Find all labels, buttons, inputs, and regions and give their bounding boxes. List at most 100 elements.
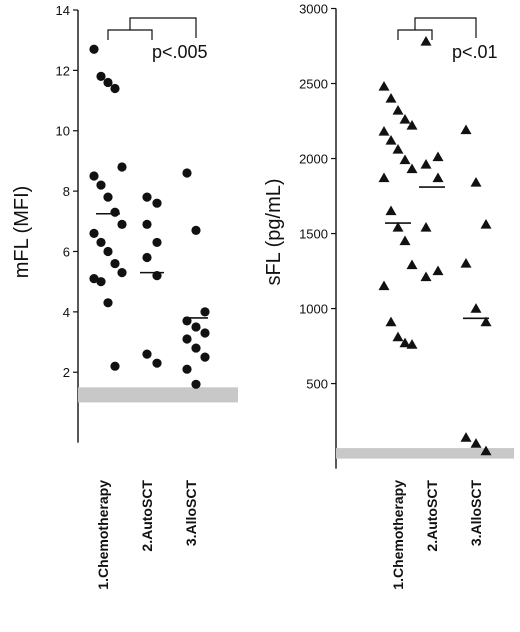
right-y-axis: 500 1000 1500 2000 2500 3000 bbox=[299, 2, 337, 469]
left-y-axis-label: mFL (MFI) bbox=[11, 186, 33, 279]
category-label-3: 3.AlloSCT bbox=[468, 480, 484, 547]
point-g1-13 bbox=[399, 235, 411, 246]
reference-band-rect bbox=[78, 387, 238, 403]
bracket-1-vs-3 bbox=[129, 17, 197, 38]
point-g1-9 bbox=[406, 163, 418, 174]
y-tick-label-2: 1500 bbox=[299, 227, 328, 242]
point-g3-3 bbox=[460, 258, 472, 268]
point-g1-0 bbox=[378, 81, 390, 91]
point-g1-12 bbox=[103, 246, 113, 257]
point-g1-9 bbox=[117, 219, 127, 229]
point-g3-7 bbox=[470, 438, 482, 448]
point-g3-6 bbox=[460, 432, 472, 442]
point-g1-11 bbox=[385, 205, 397, 216]
point-g1-2 bbox=[392, 105, 404, 115]
point-g1-2 bbox=[103, 77, 113, 88]
bracket-1-vs-2 bbox=[107, 29, 153, 40]
point-g3-9 bbox=[182, 364, 192, 374]
point-g1-16 bbox=[385, 316, 397, 327]
point-g3-1 bbox=[191, 225, 201, 235]
point-g2-4 bbox=[420, 222, 432, 232]
point-g1-0 bbox=[89, 44, 99, 54]
right-reference-band bbox=[336, 448, 514, 459]
point-g1-18 bbox=[399, 337, 411, 348]
point-g2-3 bbox=[432, 172, 444, 183]
point-g2-2 bbox=[420, 159, 432, 169]
point-g2-3 bbox=[152, 237, 162, 248]
point-g1-7 bbox=[392, 144, 404, 154]
y-tick-label-4: 10 bbox=[56, 124, 70, 139]
point-g3-5 bbox=[200, 328, 210, 338]
point-g3-5 bbox=[480, 316, 492, 327]
y-tick-label-0: 500 bbox=[306, 377, 328, 392]
y-tick-label-1: 4 bbox=[63, 305, 70, 320]
point-g2-5 bbox=[432, 265, 444, 276]
category-label-1: 1.Chemotherapy bbox=[390, 480, 406, 590]
point-g1-16 bbox=[96, 277, 106, 287]
point-g1-18 bbox=[110, 361, 120, 371]
y-tick-label-3: 2000 bbox=[299, 152, 328, 167]
point-g1-6 bbox=[385, 135, 397, 145]
point-g1-12 bbox=[392, 222, 404, 232]
point-g1-1 bbox=[385, 93, 397, 103]
point-g1-1 bbox=[96, 71, 106, 82]
point-g3-0 bbox=[460, 124, 472, 135]
point-g1-17 bbox=[103, 298, 113, 308]
point-g1-7 bbox=[103, 192, 113, 202]
point-g2-1 bbox=[152, 198, 162, 208]
y-tick-label-1: 1000 bbox=[299, 302, 328, 317]
left-p-value: p<.005 bbox=[152, 42, 208, 62]
left-data-points bbox=[89, 44, 210, 389]
point-g1-3 bbox=[399, 114, 411, 124]
point-g1-14 bbox=[406, 259, 418, 270]
category-label-1: 1.Chemotherapy bbox=[95, 480, 111, 590]
point-g2-1 bbox=[432, 151, 444, 162]
y-tick-label-6: 14 bbox=[56, 3, 70, 18]
point-g1-4 bbox=[406, 120, 418, 130]
left-reference-band bbox=[78, 387, 238, 403]
point-g1-10 bbox=[89, 228, 99, 238]
point-g1-5 bbox=[89, 171, 99, 181]
point-g3-8 bbox=[200, 352, 210, 362]
point-g2-6 bbox=[142, 349, 152, 359]
point-g2-6 bbox=[420, 271, 432, 282]
point-g1-4 bbox=[117, 162, 127, 172]
point-g3-4 bbox=[470, 303, 482, 313]
point-g1-13 bbox=[110, 258, 120, 269]
category-label-2: 2.AutoSCT bbox=[424, 480, 440, 552]
point-g1-19 bbox=[406, 339, 418, 349]
point-g1-8 bbox=[399, 154, 411, 165]
point-g3-2 bbox=[200, 307, 210, 317]
point-g1-15 bbox=[378, 280, 390, 291]
y-tick-label-4: 2500 bbox=[299, 77, 328, 92]
point-g1-11 bbox=[96, 237, 106, 248]
point-g3-7 bbox=[191, 343, 201, 353]
point-g2-4 bbox=[142, 252, 152, 263]
point-g1-8 bbox=[110, 207, 120, 217]
point-g1-3 bbox=[110, 83, 120, 94]
y-tick-label-3: 8 bbox=[63, 184, 70, 199]
right-category-labels: 1.Chemotherapy 2.AutoSCT 3.AlloSCT bbox=[390, 480, 484, 590]
left-panel: mFL (MFI) p<.005 2 4 6 8 10 12 14 1.Chemothera… bbox=[11, 3, 238, 590]
left-category-labels: 1.Chemotherapy 2.AutoSCT 3.AlloSCT bbox=[95, 480, 199, 590]
point-g3-0 bbox=[182, 168, 192, 178]
right-comparison-brackets bbox=[397, 17, 477, 40]
y-tick-label-0: 2 bbox=[63, 365, 70, 380]
y-tick-label-5: 3000 bbox=[299, 2, 328, 17]
point-g3-2 bbox=[480, 219, 492, 229]
right-panel: sFL (pg/mL) p<.01 500 1000 1500 2000 2500 300… bbox=[263, 2, 514, 590]
point-g1-5 bbox=[378, 126, 390, 136]
point-g2-0 bbox=[420, 36, 432, 46]
y-tick-label-5: 12 bbox=[56, 63, 70, 78]
point-g1-6 bbox=[96, 180, 106, 190]
category-label-2: 2.AutoSCT bbox=[139, 480, 155, 552]
y-tick-label-2: 6 bbox=[63, 244, 70, 259]
right-data-points bbox=[378, 36, 492, 456]
reference-band-rect bbox=[336, 448, 514, 459]
point-g2-2 bbox=[142, 219, 152, 229]
point-g1-14 bbox=[117, 268, 127, 278]
point-g1-10 bbox=[378, 172, 390, 183]
point-g3-1 bbox=[470, 177, 482, 187]
left-y-axis: 2 4 6 8 10 12 14 bbox=[56, 3, 79, 443]
